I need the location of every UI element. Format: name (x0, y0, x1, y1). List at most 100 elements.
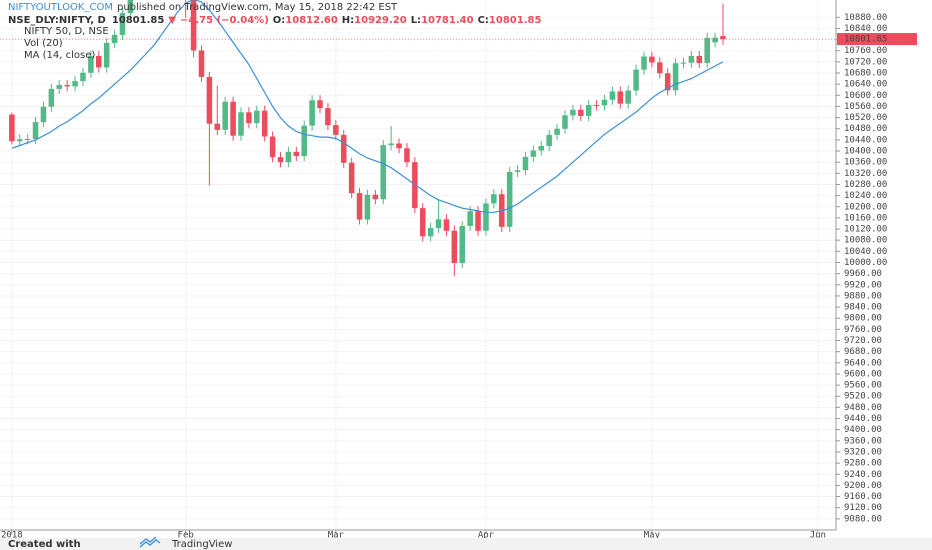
candle-body (554, 128, 560, 135)
c-label: C: (478, 15, 489, 26)
candle-body (475, 211, 481, 231)
candle-body (617, 91, 624, 104)
candle-body (277, 157, 284, 163)
candle-body (562, 115, 568, 129)
candle-body (585, 105, 592, 116)
plot-area (0, 0, 836, 277)
chart-title: NIFTY 50, D, NSE (24, 26, 109, 37)
candle-body (625, 90, 631, 104)
y-tick-label: 10400.00 (844, 147, 887, 157)
candle-body (64, 84, 70, 87)
candle-body (254, 110, 260, 124)
y-tick-label: 10320.00 (844, 169, 887, 179)
candle-body (688, 56, 695, 63)
last-value: 10801.85 (112, 15, 165, 26)
candle-body (119, 13, 126, 35)
y-tick-label: 9120.00 (844, 503, 882, 513)
x-tick-label: Mar (328, 531, 345, 541)
candle-body (601, 99, 608, 106)
y-tick-label: 10680.00 (844, 69, 887, 79)
y-tick-label: 10120.00 (844, 225, 887, 235)
y-tick-label: 10840.00 (844, 24, 887, 34)
candle-body (48, 88, 55, 107)
candle-body (578, 109, 584, 116)
y-tick-label: 9640.00 (844, 358, 882, 368)
x-tick-label: Feb (178, 531, 194, 541)
y-tick-label: 9480.00 (844, 403, 882, 413)
y-tick-label: 9880.00 (844, 291, 882, 301)
y-tick-label: 9240.00 (844, 470, 882, 480)
candle-body (16, 139, 23, 142)
y-tick-label: 10440.00 (844, 135, 887, 145)
y-tick-label: 10200.00 (844, 202, 887, 212)
candle-body (657, 62, 663, 74)
candle-body (506, 171, 513, 227)
candle-body (364, 194, 371, 220)
candle-body (80, 72, 86, 82)
candle-body (96, 56, 102, 68)
y-tick-label: 9160.00 (844, 492, 882, 502)
candle-body (24, 139, 31, 141)
candle-body (704, 37, 710, 63)
candle-body (293, 151, 300, 157)
candle-body (348, 162, 355, 194)
candle-body (538, 146, 545, 151)
last-price-badge (837, 33, 917, 46)
candle-body (641, 56, 647, 70)
candle-body (514, 170, 521, 172)
candle-body (269, 136, 276, 158)
candle-body (720, 36, 726, 40)
candle-body (261, 110, 268, 137)
candle-body (317, 100, 323, 109)
y-tick-label: 10160.00 (844, 213, 887, 223)
y-tick-label: 10240.00 (844, 191, 887, 201)
candle-body (483, 203, 489, 231)
ma-legend: MA (14, close) (24, 50, 95, 61)
candle-body (633, 69, 639, 91)
y-tick-label: 9360.00 (844, 436, 882, 446)
candle-body (396, 143, 402, 149)
header: NIFTYOUTLOOK_COM published on TradingView… (8, 2, 541, 61)
x-tick-label: Apr (478, 531, 495, 541)
y-tick-label: 10760.00 (844, 46, 887, 56)
y-tick-label: 9960.00 (844, 269, 882, 279)
y-tick-label: 10640.00 (844, 80, 887, 90)
y-tick-label: 10600.00 (844, 91, 887, 101)
y-tick-label: 10720.00 (844, 57, 887, 67)
l-label: L: (411, 15, 421, 26)
candle-body (127, 0, 134, 14)
axes: 10880.0010840.0010800.0010760.0010720.00… (1, 13, 917, 541)
candle-body (427, 227, 434, 237)
y-tick-label: 10040.00 (844, 247, 887, 257)
candle-body (672, 63, 679, 91)
last-price-label: 10801.85 (844, 35, 887, 45)
brand[interactable]: TradingView (171, 539, 232, 550)
candle-body (222, 101, 228, 130)
candle-body (230, 101, 236, 136)
o-label: O: (273, 15, 286, 26)
candle-body (696, 56, 703, 63)
candle-body (388, 143, 394, 146)
down-arrow: ▼ (168, 15, 176, 26)
y-tick-label: 10280.00 (844, 180, 887, 190)
candle-body (285, 151, 292, 163)
y-tick-label: 9320.00 (844, 447, 882, 457)
y-tick-label: 9080.00 (844, 514, 882, 524)
candle-body (206, 76, 213, 124)
candle-body (443, 219, 450, 231)
x-tick-label: 2018 (1, 531, 23, 541)
y-tick-label: 10480.00 (844, 124, 887, 134)
candle-body (340, 134, 347, 163)
y-tick-label: 9440.00 (844, 414, 882, 424)
l-value: 10781.40 (421, 15, 474, 26)
candle-body (664, 73, 671, 91)
candle-body (467, 211, 473, 226)
candle-body (459, 225, 466, 264)
y-tick-label: 9400.00 (844, 425, 882, 435)
brand-logo (139, 536, 161, 548)
footer: Created with TradingView (8, 536, 232, 550)
y-tick-label: 9680.00 (844, 347, 882, 357)
candle-body (301, 125, 307, 157)
y-tick-label: 10000.00 (844, 258, 887, 268)
